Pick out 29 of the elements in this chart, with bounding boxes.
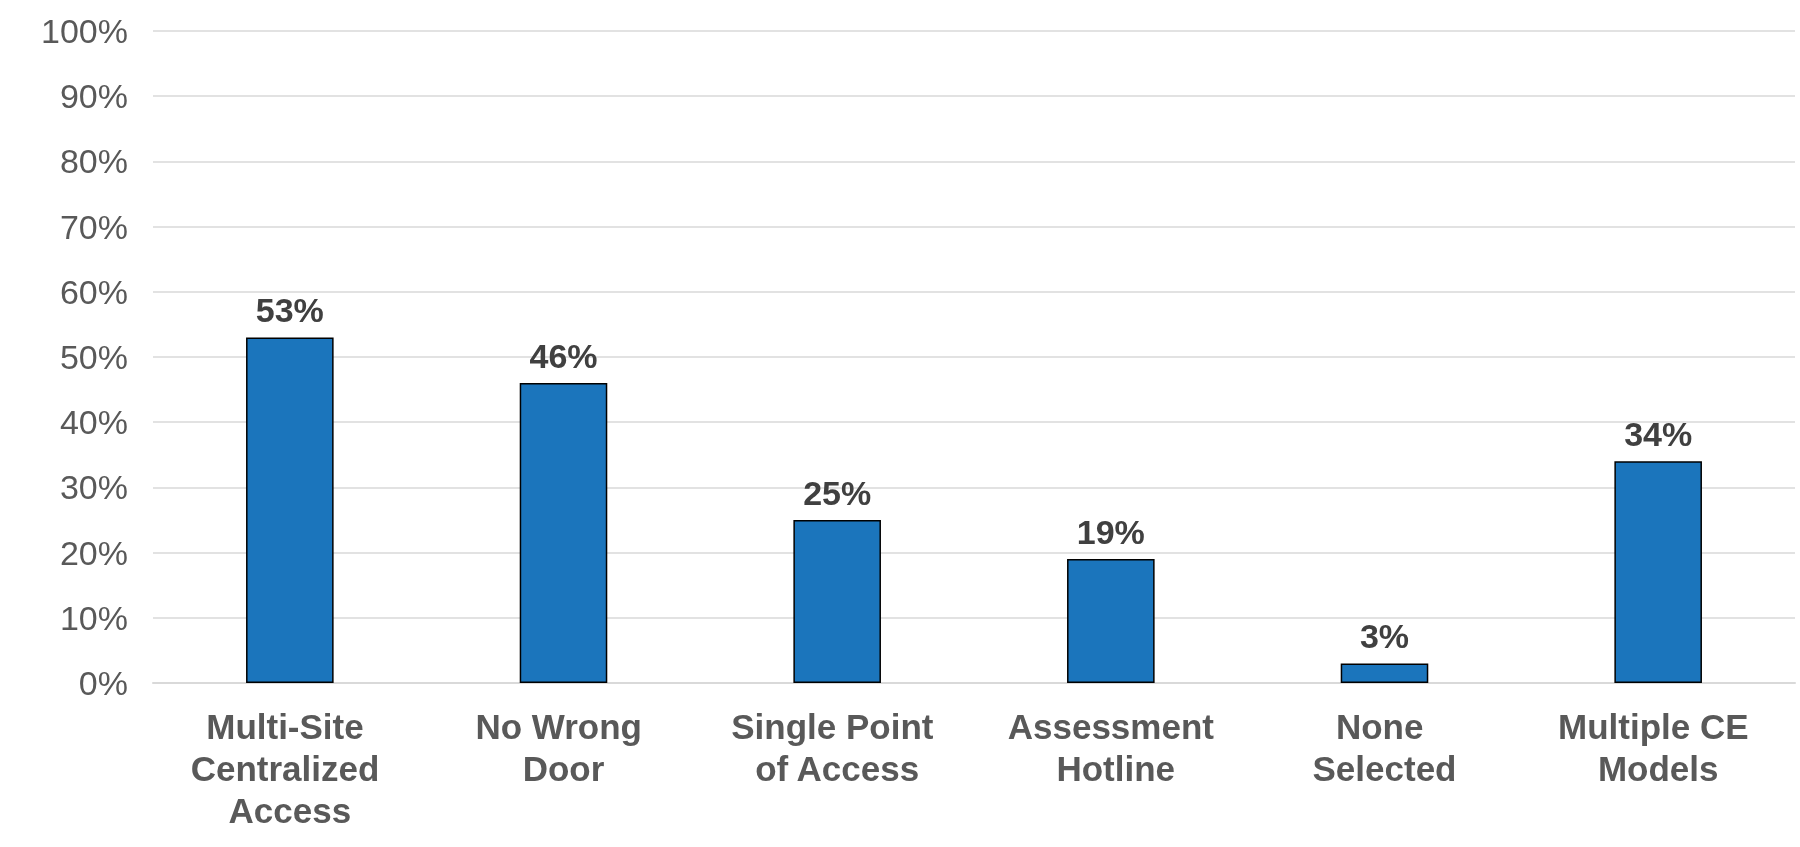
x-tick-label: No Wrong Door — [475, 706, 652, 788]
bar — [1614, 461, 1702, 683]
bar — [793, 520, 881, 683]
x-tick-label: None Selected — [1312, 706, 1457, 788]
x-tick-label: Assessment Hotline — [1007, 706, 1215, 788]
y-tick-label: 40% — [59, 403, 128, 442]
y-tick-label: 60% — [59, 272, 128, 311]
y-tick-label: 30% — [59, 468, 128, 507]
data-label: 3% — [1359, 617, 1410, 656]
bar — [519, 383, 608, 683]
data-label: 34% — [1624, 415, 1693, 454]
y-tick-label: 0% — [78, 664, 128, 702]
data-label: 19% — [1076, 513, 1145, 552]
data-label: 46% — [529, 337, 598, 376]
y-tick-label: 50% — [59, 338, 128, 376]
y-tick-label: 100% — [41, 12, 128, 50]
y-tick-label: 90% — [59, 77, 128, 116]
y-tick-label: 80% — [59, 142, 128, 181]
y-tick-label: 20% — [59, 533, 128, 572]
x-tick-label: Single Point of Access — [731, 706, 944, 788]
bar — [1067, 559, 1155, 683]
y-tick-label: 10% — [59, 598, 128, 637]
x-tick-label: Multi-Site Centralized Access — [190, 706, 390, 830]
data-label: 25% — [803, 474, 872, 512]
data-label: 53% — [255, 291, 324, 330]
bar — [246, 337, 334, 683]
bar — [1340, 663, 1429, 683]
y-tick-label: 70% — [59, 207, 128, 246]
x-tick-label: Multiple CE Models — [1558, 706, 1759, 788]
